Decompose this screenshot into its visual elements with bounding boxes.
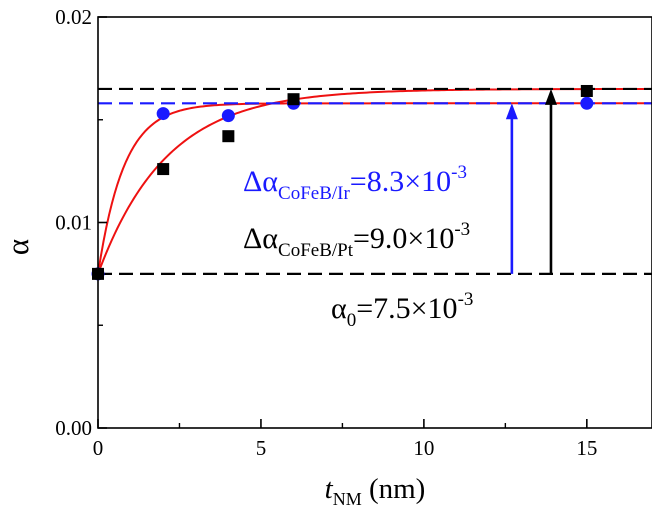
annotation-a0-value: =7.5×10 xyxy=(356,292,457,325)
x-tick-label: 0 xyxy=(93,436,104,460)
arrows xyxy=(505,88,557,274)
square-point-4 xyxy=(287,93,300,106)
x-axis-title-subscript: NM xyxy=(333,489,362,509)
annotation-delta-alpha-pt: ΔαCoFeB/Pt=9.0×10-3 xyxy=(243,219,470,261)
x-axis-title-unit: (nm) xyxy=(362,473,426,505)
arrow-head-2 xyxy=(544,88,557,105)
annotation-a0-subscript: 0 xyxy=(347,310,357,331)
annotation-ir-prefix: Δα xyxy=(243,165,278,198)
annotation-ir-exponent: -3 xyxy=(451,162,467,183)
annotation-delta-alpha-ir: ΔαCoFeB/Ir=8.3×10-3 xyxy=(243,162,467,204)
y-tick-label: 0.00 xyxy=(55,416,92,440)
x-axis-title-variable: t xyxy=(325,473,334,505)
annotation-ir-subscript: CoFeB/Ir xyxy=(278,183,350,204)
x-tick-label: 5 xyxy=(256,436,267,460)
x-tick-label: 10 xyxy=(413,436,434,460)
x-axis-title: tNM (nm) xyxy=(325,473,426,509)
annotation-alpha-zero: α0=7.5×10-3 xyxy=(331,289,473,331)
y-tick-label: 0.01 xyxy=(55,211,92,235)
square-point-2 xyxy=(157,163,170,176)
arrow-head-1 xyxy=(505,103,518,120)
circle-point-3 xyxy=(221,109,235,123)
y-tick-label: 0.02 xyxy=(55,5,92,29)
circle-point-5 xyxy=(580,96,594,110)
square-point-5 xyxy=(580,84,593,97)
annotation-a0-prefix: α xyxy=(331,292,347,325)
data-points xyxy=(91,84,594,281)
square-point-3 xyxy=(222,130,235,143)
y-axis-title: α xyxy=(0,239,35,255)
circle-point-2 xyxy=(156,107,170,121)
annotation-pt-prefix: Δα xyxy=(243,222,278,255)
annotation-a0-exponent: -3 xyxy=(458,289,474,310)
annotation-pt-exponent: -3 xyxy=(454,219,470,240)
annotation-pt-subscript: CoFeB/Pt xyxy=(278,240,354,261)
axis-ticks: 0 5 10 15 0.00 0.01 0.02 xyxy=(55,5,597,460)
reference-lines xyxy=(98,87,652,275)
x-tick-label: 15 xyxy=(576,436,597,460)
fit-curve-2 xyxy=(97,87,652,275)
annotation-pt-value: =9.0×10 xyxy=(353,222,454,255)
annotation-ir-value: =8.3×10 xyxy=(350,165,451,198)
